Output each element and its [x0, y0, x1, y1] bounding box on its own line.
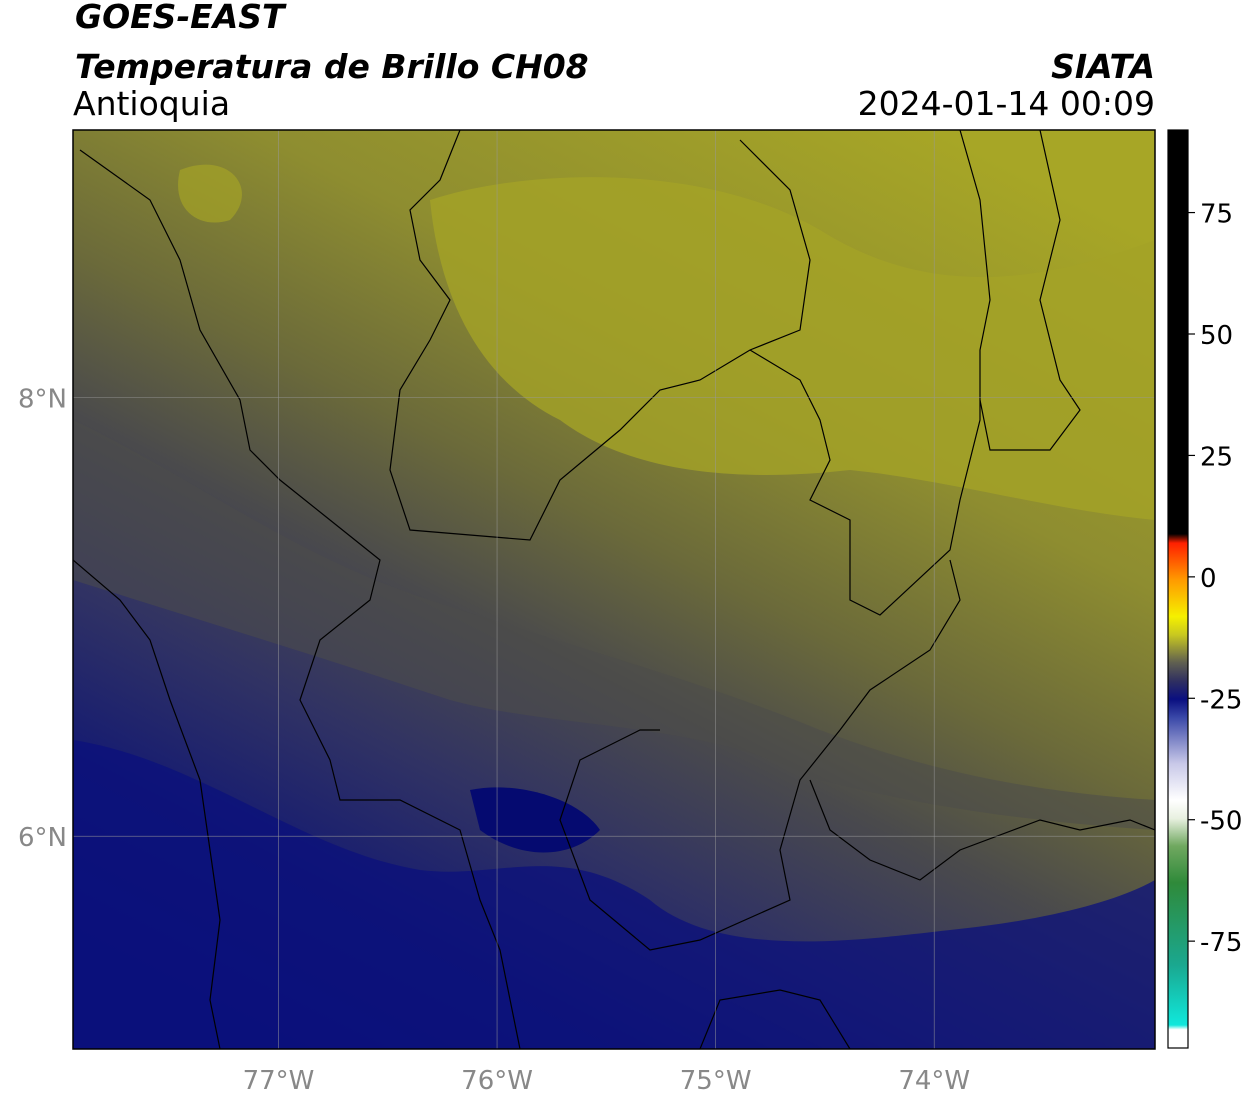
colorbar	[1167, 129, 1189, 1049]
source: SIATA	[1051, 47, 1155, 86]
lon-tick-label: 76°W	[461, 1066, 533, 1096]
title: GOES-EAST	[75, 0, 287, 36]
lon-tick-label: 75°W	[680, 1066, 752, 1096]
subtitle: Temperatura de Brillo CH08	[75, 47, 589, 86]
colorbar-tick-label: -25	[1200, 685, 1242, 715]
colorbar-tick-label: 75	[1200, 200, 1233, 230]
lat-tick-label: 6°N	[18, 823, 67, 853]
region: Antioquia	[73, 84, 230, 123]
lon-tick-label: 77°W	[243, 1066, 315, 1096]
colorbar-tick-label: 25	[1200, 442, 1233, 472]
colorbar-tick-label: -75	[1200, 928, 1242, 958]
datetime: 2024-01-14 00:09	[858, 84, 1155, 123]
lon-tick-label: 74°W	[898, 1066, 970, 1096]
map-frame	[72, 129, 1156, 1050]
lat-tick-label: 8°N	[18, 385, 67, 415]
colorbar-tick-label: 50	[1200, 321, 1233, 351]
colorbar-tick-label: 0	[1200, 564, 1217, 594]
graticule	[73, 130, 1155, 1049]
map-image	[73, 130, 1155, 1049]
colorbar-tick-label: -50	[1200, 807, 1242, 837]
